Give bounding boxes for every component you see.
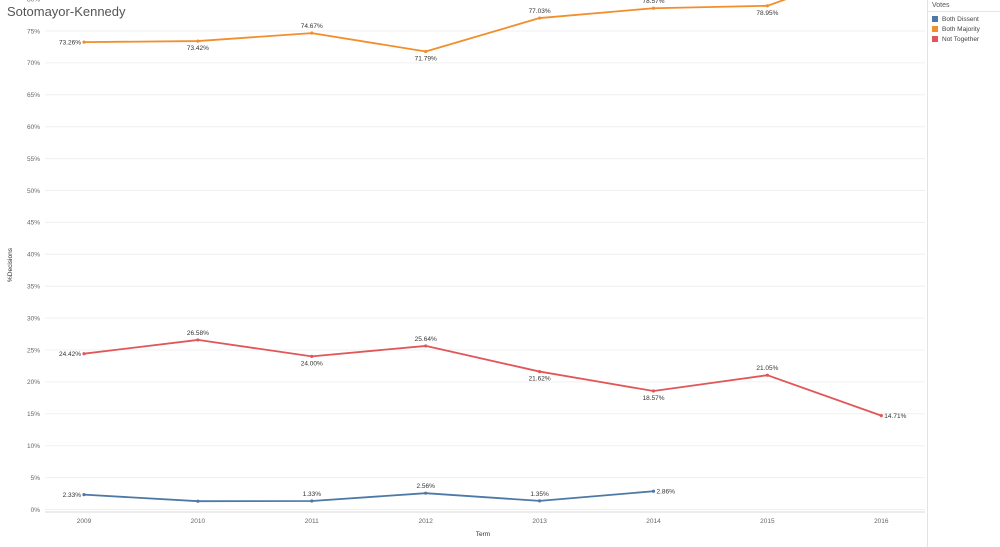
y-tick-label: 30% — [27, 315, 40, 322]
data-label: 78.57% — [642, 0, 664, 5]
data-label: 1.35% — [530, 491, 549, 498]
data-point — [651, 6, 656, 10]
data-label: 21.62% — [529, 376, 551, 383]
legend-item[interactable]: Both Majority — [928, 24, 1000, 34]
chart-title: Sotomayor-Kennedy — [7, 4, 126, 19]
y-tick-label: 0% — [31, 507, 41, 514]
data-label: 24.00% — [301, 360, 323, 367]
legend-item[interactable]: Not Together — [928, 34, 1000, 44]
data-point — [879, 414, 883, 418]
data-point — [310, 499, 314, 503]
x-tick-label: 2010 — [191, 518, 206, 525]
x-axis-label: Term — [476, 531, 490, 538]
legend-title: Votes — [928, 0, 1000, 12]
data-point — [538, 499, 542, 503]
data-label: 14.71% — [884, 413, 906, 420]
data-label: 18.57% — [642, 395, 664, 402]
data-point — [82, 40, 86, 44]
y-tick-label: 10% — [27, 443, 40, 450]
legend-label: Not Together — [942, 35, 980, 43]
y-tick-label: 60% — [27, 124, 40, 131]
data-label: 73.26% — [59, 39, 81, 46]
x-tick-label: 2012 — [418, 518, 433, 525]
series-line — [83, 0, 787, 53]
data-labels: 2.33% 1.33% 2.56% 1.35% 2.86% 73.26% 73.42% 74.… — [59, 0, 907, 499]
data-label: 2.86% — [657, 489, 676, 496]
y-tick-label: 40% — [27, 252, 40, 259]
data-point — [196, 338, 200, 342]
data-point — [424, 491, 428, 495]
legend-label: Both Dissent — [942, 15, 979, 23]
data-label: 2.33% — [63, 492, 82, 499]
y-tick-label: 50% — [27, 188, 40, 195]
y-tick-label: 25% — [27, 347, 40, 354]
axes: 0% 5% 10% 15% 20% 25% 30% 35% 40% 45% 50% 55% 60% 65%… — [27, 0, 925, 525]
y-tick-label: 15% — [27, 411, 40, 418]
y-tick-label: 55% — [27, 156, 40, 163]
data-point — [82, 493, 86, 497]
data-label: 21.05% — [756, 365, 778, 372]
data-point — [196, 499, 200, 503]
data-point — [424, 344, 428, 348]
series-line — [83, 339, 882, 417]
legend-swatch — [932, 26, 938, 32]
legend: Votes Both Dissent Both Majority Not Toget… — [927, 0, 1000, 547]
data-point — [651, 489, 656, 493]
line-chart: 0% 5% 10% 15% 20% 25% 30% 35% 40% 45% 50% 55% 60% 65%… — [7, 0, 925, 538]
legend-swatch — [932, 16, 938, 22]
legend-items: Both Dissent Both Majority Not Together — [928, 14, 1000, 44]
series-lines — [82, 0, 883, 503]
y-tick-label: 70% — [27, 60, 40, 67]
data-label: 26.58% — [187, 330, 209, 337]
x-tick-label: 2013 — [532, 518, 547, 525]
data-point — [538, 16, 542, 20]
y-tick-label: 5% — [31, 475, 41, 482]
data-label: 73.42% — [187, 45, 209, 52]
data-label: 2.56% — [416, 483, 435, 490]
data-label: 1.33% — [303, 491, 322, 498]
x-tick-label: 2011 — [305, 518, 319, 525]
y-axis-label: %Decisions — [7, 247, 14, 282]
data-point — [82, 352, 86, 356]
data-label: 78.95% — [756, 10, 778, 17]
data-label: 74.67% — [301, 23, 323, 30]
data-label: 25.64% — [415, 336, 437, 343]
legend-label: Both Majority — [942, 25, 980, 33]
legend-swatch — [932, 36, 938, 42]
legend-item[interactable]: Both Dissent — [928, 14, 1000, 24]
data-point — [310, 354, 314, 358]
y-tick-label: 65% — [27, 92, 40, 99]
data-point — [538, 369, 542, 374]
y-tick-label: 20% — [27, 379, 40, 386]
data-point — [310, 31, 314, 35]
data-point — [765, 4, 770, 8]
y-tick-label: 80% — [27, 0, 40, 3]
x-tick-label: 2009 — [77, 518, 92, 525]
x-tick-label: 2014 — [646, 518, 661, 525]
data-label: 24.42% — [59, 351, 81, 358]
data-label: 71.79% — [415, 55, 437, 62]
data-point — [196, 39, 200, 43]
data-point — [651, 389, 656, 393]
data-point — [424, 49, 428, 54]
data-label: 77.03% — [529, 8, 551, 15]
y-tick-label: 45% — [27, 220, 40, 227]
x-tick-label: 2015 — [760, 518, 775, 525]
series-line — [83, 490, 654, 503]
x-tick-label: 2016 — [874, 518, 889, 525]
gridlines — [45, 30, 925, 510]
y-tick-label: 35% — [27, 284, 40, 291]
data-point — [765, 373, 770, 377]
y-tick-label: 75% — [27, 28, 40, 35]
